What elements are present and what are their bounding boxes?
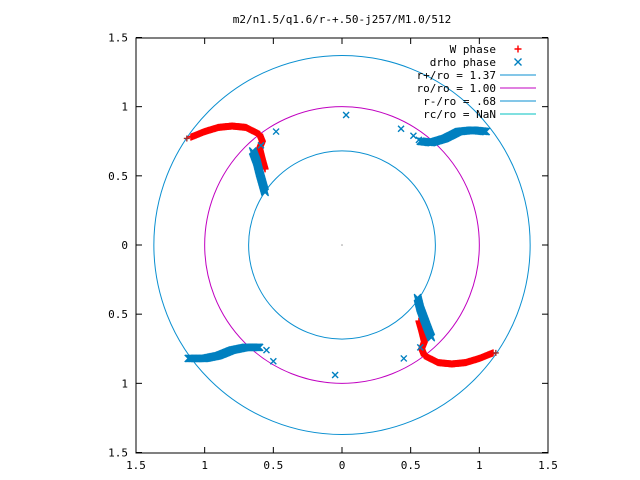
drho-phase-point [272,128,280,136]
phase-points [183,45,522,379]
drho-phase-point [251,343,259,351]
x-tick-label: 0.5 [401,459,421,472]
origin-dot [341,244,343,246]
drho-phase-point [331,371,339,379]
legend-marker-w-phase [514,45,522,53]
legend-label: r-/ro = .68 [423,95,496,108]
reference-circles [153,54,531,436]
drho-phase-point [262,346,270,354]
x-tick-label: 1 [476,459,483,472]
drho-phase-point [416,343,424,351]
w-phase-point [492,349,499,356]
circle-r+ [153,54,531,436]
drho-phase-point [261,188,270,197]
x-tick-label: 0 [339,459,346,472]
drho-phase-point [269,357,277,365]
w-phase-point [183,135,190,142]
y-tick-label: 1.5 [108,447,128,460]
legend-marker-drho-phase [514,58,522,66]
drho-phase-point [427,333,436,342]
y-tick-label: 0.5 [108,170,128,183]
axis-ticks: 1.5 1 0.5 0 0.5 1 1.51.510.500.511.5 [108,32,558,473]
y-tick-label: 1 [121,377,128,390]
drho-phase-point [482,127,491,136]
x-tick-label: 1 [201,459,208,472]
drho-phase-point [415,136,423,144]
drho-phase-point [397,125,405,133]
drho-phase-point [257,141,265,149]
x-tick-label: 1.5 [126,459,146,472]
circle-r- [248,150,436,340]
y-tick-label: 1.5 [108,32,128,45]
drho-phase-point [400,354,408,362]
legend-label: r+/ro = 1.37 [417,69,496,82]
legend-label: ro/ro = 1.00 [417,82,496,95]
legend-label: drho phase [430,56,496,69]
y-tick-label: 0.5 [108,308,128,321]
y-tick-label: 1 [121,101,128,114]
y-tick-label: 0 [121,239,128,252]
x-tick-label: 1.5 [538,459,558,472]
circle-ro [204,106,480,384]
drho-phase-point [342,111,350,119]
chart-title: m2/n1.5/q1.6/r-+.50-j257/M1.0/512 [233,13,452,26]
x-tick-label: 0.5 [263,459,283,472]
legend-label: W phase [450,43,496,56]
drho-phase-point [409,132,417,140]
legend-label: rc/ro = NaN [423,108,496,121]
